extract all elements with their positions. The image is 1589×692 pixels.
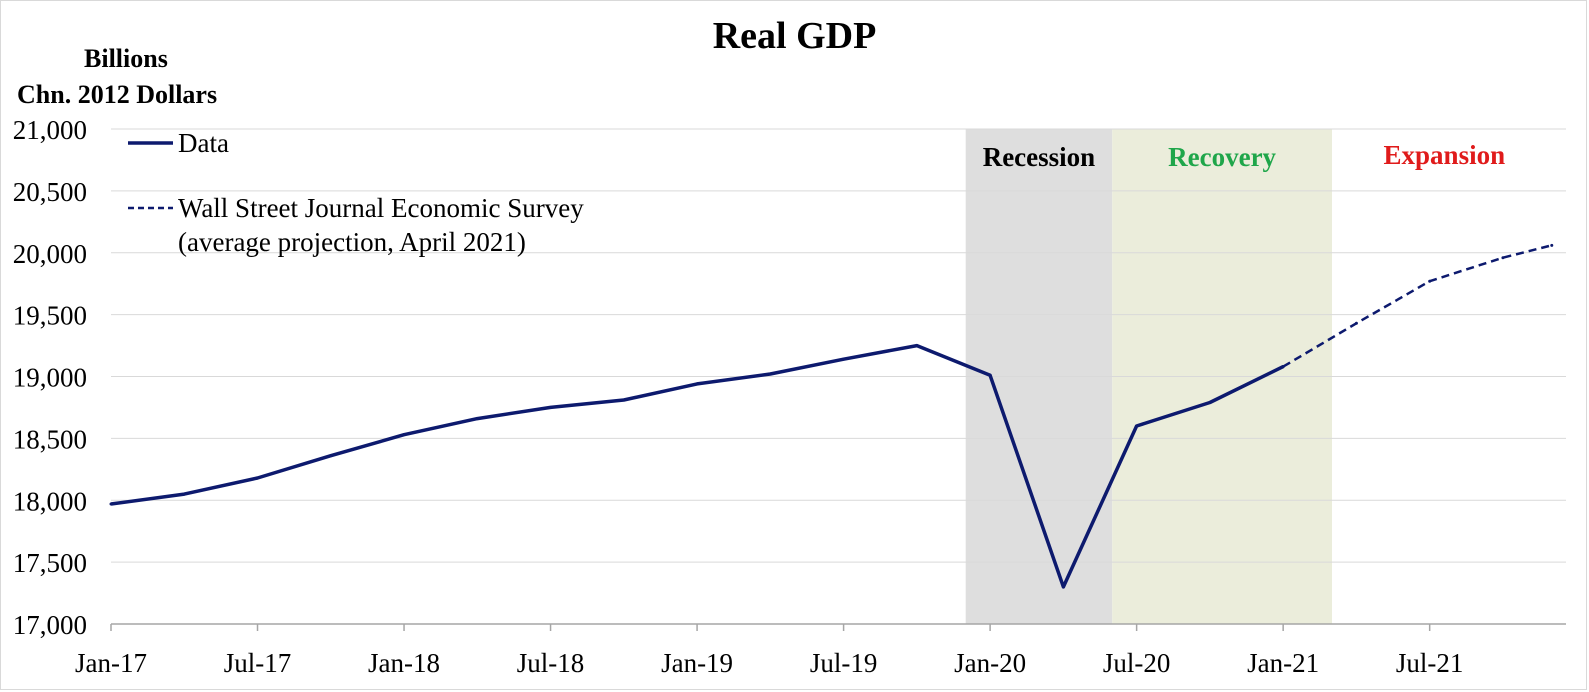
x-tick-label: Jan-18 — [368, 648, 440, 678]
x-tick-label: Jan-17 — [75, 648, 147, 678]
data-series-point — [622, 398, 626, 402]
data-series-point — [549, 405, 553, 409]
data-series-point — [1208, 400, 1212, 404]
x-tick-label: Jan-21 — [1247, 648, 1319, 678]
y-tick-label: 19,000 — [13, 363, 87, 393]
x-tick-label: Jul-18 — [517, 648, 585, 678]
legend-projection-label-line-2: (average projection, April 2021) — [178, 227, 526, 257]
chart-title: Real GDP — [712, 15, 877, 57]
data-series-point — [1061, 585, 1065, 589]
data-series-point — [475, 417, 479, 421]
y-tick-label: 20,000 — [13, 239, 87, 269]
data-series-point — [109, 502, 113, 506]
projection-series-point — [1281, 365, 1285, 369]
recovery-label: Recovery — [1168, 142, 1276, 172]
y-axis-label-line-2: Chn. 2012 Dollars — [17, 80, 218, 109]
x-tick-label: Jul-20 — [1103, 648, 1171, 678]
data-series-point — [915, 344, 919, 348]
x-tick-label: Jan-19 — [661, 648, 733, 678]
x-tick-label: Jul-21 — [1396, 648, 1464, 678]
data-series-point — [842, 357, 846, 361]
data-series-point — [1135, 424, 1139, 428]
y-tick-label: 20,500 — [13, 177, 87, 207]
data-series-point — [256, 476, 260, 480]
projection-series-point — [1550, 243, 1554, 247]
y-tick-label: 18,500 — [13, 424, 87, 454]
data-series-point — [768, 372, 772, 376]
legend-projection-label: Wall Street Journal Economic Survey — [178, 193, 584, 223]
projection-series-point — [1428, 279, 1432, 283]
y-tick-label: 19,500 — [13, 301, 87, 331]
data-series-point — [182, 492, 186, 496]
data-series-point — [695, 382, 699, 386]
expansion-label: Expansion — [1384, 140, 1506, 170]
projection-series-point — [1354, 321, 1358, 325]
y-tick-label: 17,500 — [13, 548, 87, 578]
data-series-point — [988, 373, 992, 377]
x-tick-label: Jul-19 — [810, 648, 878, 678]
x-tick-label: Jan-20 — [954, 648, 1026, 678]
y-axis-label-line-1: Billions — [84, 44, 168, 73]
data-series-point — [329, 454, 333, 458]
projection-series-point — [1501, 256, 1505, 260]
data-series-point — [402, 433, 406, 437]
recession-label: Recession — [983, 142, 1095, 172]
x-tick-label: Jul-17 — [224, 648, 292, 678]
y-tick-label: 21,000 — [13, 115, 87, 145]
y-tick-label: 17,000 — [13, 610, 87, 640]
legend-data-label: Data — [178, 128, 229, 158]
y-tick-label: 18,000 — [13, 486, 87, 516]
